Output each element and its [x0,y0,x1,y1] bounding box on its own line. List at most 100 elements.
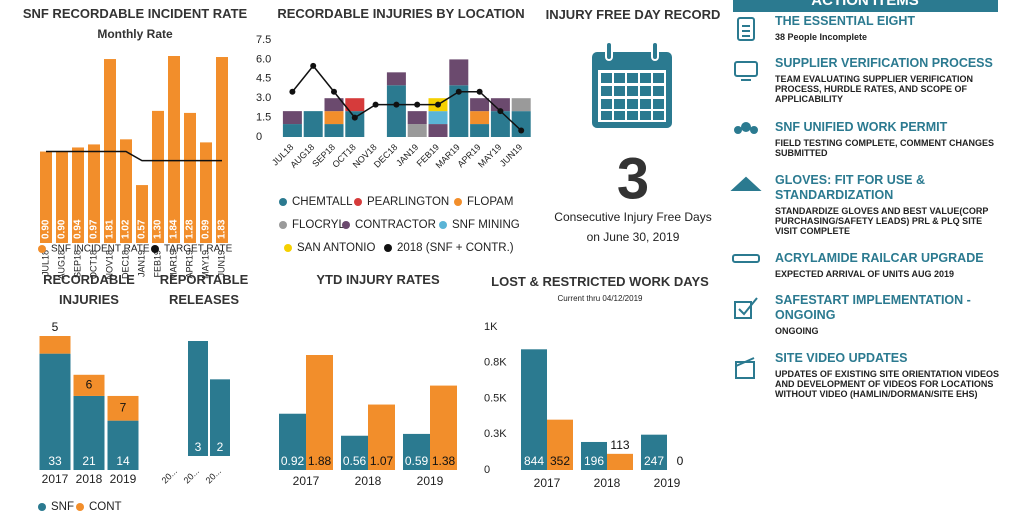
bar [73,374,105,396]
action-detail: TEAM EVALUATING SUPPLIER VERIFICATION PR… [775,74,974,104]
bar [56,151,68,243]
bar [407,111,427,125]
x-tick-label: 2019 [110,472,137,486]
bar [368,404,395,470]
x-tick-label: MAY19 [200,250,210,279]
value-label: 0.56 [343,454,367,468]
kpi-caption: Consecutive Injury Free Days [554,210,711,224]
value-label: 0.97 [89,219,100,239]
chart-title: YTD INJURY RATES [316,272,440,287]
value-label: 1.81 [105,219,116,239]
value-label: 1.28 [185,219,196,239]
legend-label: CHEMTALL [292,196,353,208]
value-label: 0.92 [281,454,305,468]
value-label: 247 [644,454,664,468]
value-label: 14 [116,454,130,468]
value-label: 33 [48,454,62,468]
value-label: 5 [52,320,59,334]
action-title: ACTION ITEMS [811,0,919,9]
value-label: 0.99 [201,219,212,239]
x-tick-label: JUN19 [216,250,226,278]
value-label: 1.83 [217,219,228,239]
action-title: SITE VIDEO UPDATES [775,351,908,365]
bar [73,395,105,470]
bar [641,434,667,470]
bar [324,111,344,125]
legend-marker [354,198,362,206]
legend-marker [284,244,292,252]
x-tick-label: 20... [160,466,179,485]
x-tick-label: 2018 [594,476,621,490]
bar [470,124,490,137]
y-tick-label: 0 [484,464,490,476]
value-label: 21 [82,454,96,468]
calendar-icon [592,41,672,128]
x-tick-label: JAN19 [136,250,146,277]
y-tick-label: 1K [484,321,498,333]
bar [403,433,430,470]
action-detail: 38 People Incomplete [775,32,868,42]
legend-marker [38,245,46,253]
legend-label: TARGET RATE [164,244,233,255]
value-label: 2 [217,440,224,454]
bar [107,420,139,470]
legend-marker [342,221,350,229]
bar [449,59,469,86]
bar [216,57,228,244]
bar [107,395,139,421]
y-tick-label: 0.3K [484,428,507,440]
bar [470,111,490,125]
line [291,64,522,132]
legend-marker [279,221,287,229]
chart-title: RECORDABLE INJURIES BY LOCATION [277,6,525,21]
bar [428,111,448,125]
bar [282,111,302,125]
x-tick-label: OCT18 [88,250,98,279]
bar [136,185,148,243]
value-label: 196 [584,454,604,468]
kpi-date: on June 30, 2019 [587,230,680,244]
action-item: ACRYLAMIDE RAILCAR UPGRADE EXPECTED ARRIV… [775,251,1000,279]
y-tick-label: 4.5 [256,73,271,85]
legend-label: SAN ANTONIO [297,242,375,254]
value-label: 352 [550,454,570,468]
chart-subtitle: Monthly Rate [97,27,173,41]
x-tick-label: 2019 [417,474,444,488]
value-label: 0 [677,454,684,468]
action-item: THE ESSENTIAL EIGHT 38 People Incomplete [775,14,1000,42]
bar [430,385,457,470]
x-tick-label: APR19 [184,250,194,279]
x-tick-label: FEB19 [152,250,162,278]
x-tick-label: DEC18 [372,142,400,170]
kpi-title: INJURY FREE DAY RECORD [545,7,721,22]
bar [88,144,100,243]
bar [607,453,633,470]
legend-marker [279,198,287,206]
bar [345,98,365,112]
bar [341,435,368,470]
bar [210,379,230,456]
bar [306,355,333,470]
x-tick-label: JUN19 [498,142,525,169]
legend-label: SNF [51,501,74,512]
bar [345,111,365,137]
action-item: SAFESTART IMPLEMENTATION - ONGOING ONGOIN… [775,293,1000,336]
bar [279,413,306,470]
x-tick-label: AUG18 [56,250,66,280]
bar [511,98,531,112]
x-tick-label: SEP18 [72,250,82,278]
action-icons [730,17,762,379]
x-tick-label: MAY19 [476,142,503,169]
value-label: 0.90 [57,219,68,239]
y-tick-label: 6.0 [256,53,271,65]
legend-label: SNF MINING [452,219,520,231]
x-tick-label: 20... [204,466,223,485]
value-label: 1.02 [121,219,132,239]
bar [470,98,490,112]
value-label: 0.59 [405,454,429,468]
legend-label: SNF INCIDENT RATE [51,244,150,255]
legend-marker [151,245,159,253]
bar [428,124,448,137]
bar [407,124,427,137]
bar [39,353,71,470]
